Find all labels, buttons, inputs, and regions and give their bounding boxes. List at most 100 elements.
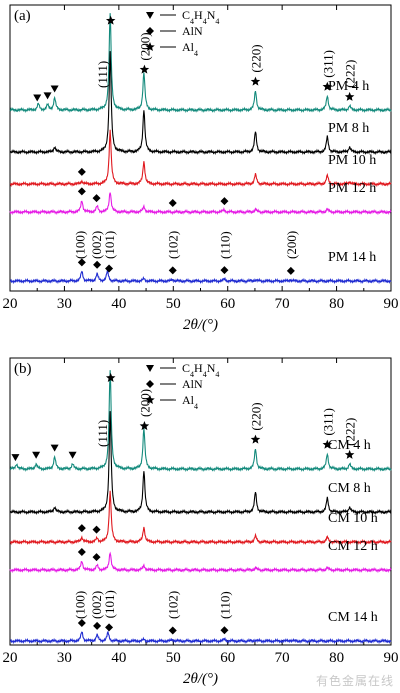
x-axis-label: 2θ/(°) [183, 317, 218, 333]
plot-frame [9, 4, 392, 292]
series-pm-10-h: PM 10 h [9, 129, 392, 188]
peak-star-icon [139, 421, 150, 431]
x-tick-label: 80 [329, 650, 344, 666]
peak-diamond-icon [92, 525, 101, 534]
peak-diamond-icon [168, 198, 177, 207]
peak-star-icon [250, 76, 261, 86]
peak-triangle-icon [11, 454, 20, 462]
peak-diamond-icon [93, 260, 102, 269]
legend-star-icon [145, 395, 155, 405]
legend-triangle-icon [146, 365, 154, 372]
peak-diamond-icon [168, 626, 177, 635]
peak-diamond-icon [168, 266, 177, 275]
legend-label: C4H4N4 [182, 8, 219, 26]
legend-item: Al4 [145, 393, 198, 411]
x-tick-label: 20 [3, 296, 18, 312]
peak-diamond-icon [77, 547, 86, 556]
series-label: CM 4 h [328, 438, 371, 453]
series-label: CM 12 h [328, 539, 378, 554]
miller-index-label: (111) [95, 420, 110, 447]
peak-star-icon [322, 439, 333, 449]
miller-index-label: (222) [343, 60, 358, 88]
x-tick-label: 60 [220, 650, 235, 666]
peak-diamond-icon [77, 524, 86, 533]
series-cm-4-h: CM 4 h (111) (200) (220) (311) (222) [9, 370, 392, 473]
legend-item: AlN [146, 24, 203, 38]
legend-diamond-icon [146, 380, 154, 388]
x-tick-label: 30 [57, 296, 72, 312]
peak-star-icon [105, 372, 116, 382]
x-tick-label: 40 [111, 296, 126, 312]
miller-index-label: (111) [95, 61, 110, 88]
watermark: 有色金属在线 [315, 674, 394, 688]
miller-index-label: (110) [217, 591, 232, 619]
legend-item: Al4 [145, 40, 198, 58]
series-cm-14-h: CM 14 h (100) (002)(101) (102) (110) [9, 590, 392, 645]
x-tick-label: 90 [384, 296, 399, 312]
x-tick-label: 40 [111, 650, 126, 666]
panel-label: (a) [14, 8, 31, 24]
legend-label: AlN [182, 377, 203, 391]
series-line [9, 551, 392, 574]
miller-index-label: (102) [166, 591, 181, 619]
miller-index-label: (200) [137, 32, 152, 60]
miller-index-label: (002) [89, 231, 104, 259]
series-cm-8-h: CM 8 h [9, 411, 392, 516]
peak-diamond-icon [77, 618, 86, 627]
miller-index-label: (002) [89, 591, 104, 619]
miller-index-label: (220) [248, 402, 263, 430]
peak-triangle-icon [68, 451, 77, 459]
series-label: CM 14 h [328, 610, 378, 625]
peak-star-icon [139, 64, 150, 74]
series-label: PM 14 h [328, 250, 376, 265]
x-tick-label: 80 [329, 296, 344, 312]
legend-label: Al4 [182, 393, 198, 411]
x-tick-label: 30 [57, 650, 72, 666]
series-line [9, 630, 392, 645]
peak-diamond-icon [220, 266, 229, 275]
x-tick-label: 90 [384, 650, 399, 666]
peak-diamond-icon [77, 187, 86, 196]
series-label: PM 8 h [328, 121, 369, 136]
peak-star-icon [250, 434, 261, 444]
peak-diamond-icon [105, 264, 114, 273]
miller-index-label: (220) [248, 44, 263, 72]
peak-triangle-icon [43, 92, 52, 100]
x-tick-label: 60 [220, 296, 235, 312]
miller-index-label: (101) [102, 231, 117, 259]
peak-diamond-icon [77, 258, 86, 267]
series-pm-8-h: PM 8 h [9, 51, 392, 156]
series-cm-12-h: CM 12 h [9, 539, 392, 574]
peak-diamond-icon [220, 626, 229, 635]
legend-diamond-icon [146, 27, 154, 35]
peak-triangle-icon [50, 444, 59, 452]
miller-index-label: (110) [217, 231, 232, 259]
peak-triangle-icon [50, 85, 59, 93]
series-line [9, 129, 392, 188]
peak-diamond-icon [105, 623, 114, 632]
miller-index-label: (311) [320, 408, 335, 436]
peak-star-icon [322, 81, 333, 91]
series-label: PM 4 h [328, 79, 369, 94]
miller-index-label: (100) [73, 591, 88, 619]
legend-triangle-icon [146, 12, 154, 19]
series-line [9, 51, 392, 156]
series-label: CM 10 h [328, 511, 378, 526]
plot-frame [9, 357, 392, 646]
miller-index-label: (311) [320, 50, 335, 78]
series-line [9, 270, 392, 285]
legend-item: C4H4N4 [146, 8, 219, 26]
x-tick-label: 50 [166, 296, 181, 312]
miller-index-label: (200) [284, 231, 299, 259]
peak-triangle-icon [33, 94, 42, 102]
series-line [9, 192, 392, 216]
miller-index-label: (222) [343, 418, 358, 446]
series-pm-14-h: PM 14 h (100) (002)(101) (102) (110) (200) [9, 231, 392, 285]
miller-index-label: (101) [102, 590, 117, 618]
x-tick-label: 70 [275, 650, 290, 666]
series-cm-10-h: CM 10 h [9, 490, 392, 546]
series-label: CM 8 h [328, 481, 371, 496]
